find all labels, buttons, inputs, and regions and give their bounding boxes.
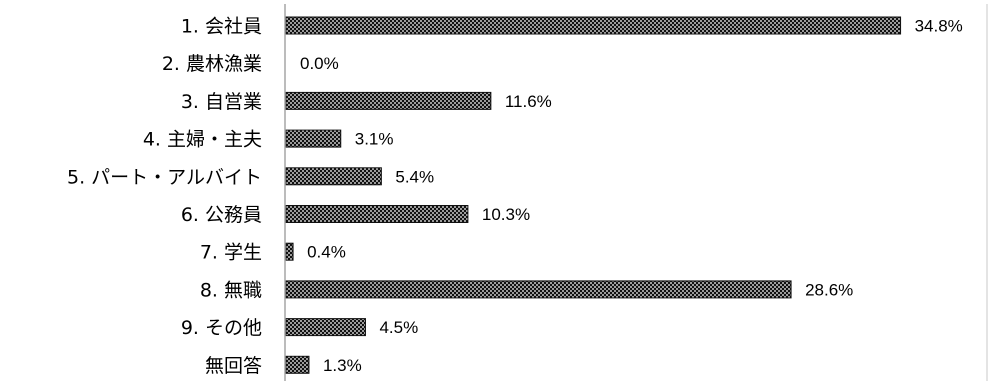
category-label: 1. 会社員 bbox=[181, 16, 262, 38]
data-label: 10.3% bbox=[482, 205, 530, 224]
bar bbox=[285, 205, 469, 223]
data-label: 5.4% bbox=[395, 167, 434, 186]
data-label: 28.6% bbox=[805, 280, 853, 299]
category-label: 5. パート・アルバイト bbox=[67, 166, 262, 188]
bar bbox=[285, 91, 492, 110]
data-label: 3.1% bbox=[355, 130, 394, 149]
bar bbox=[285, 129, 342, 148]
category-label: 2. 農林漁業 bbox=[162, 53, 262, 75]
category-label: 7. 学生 bbox=[200, 242, 262, 264]
data-label: 0.0% bbox=[300, 54, 339, 73]
bar bbox=[285, 242, 294, 261]
category-label: 6. 公務員 bbox=[181, 204, 262, 226]
category-label: 8. 無職 bbox=[200, 279, 262, 301]
category-label: 無回答 bbox=[205, 355, 262, 377]
category-label: 4. 主婦・主夫 bbox=[143, 129, 262, 151]
category-label: 3. 自営業 bbox=[181, 91, 262, 113]
bars-group: 1. 会社員 34.8% 2. 農林漁業 0.0% 3. 自営業 11.6% 4. 主婦・主… bbox=[67, 16, 963, 377]
data-label: 0.4% bbox=[307, 243, 346, 262]
bar bbox=[285, 280, 792, 299]
bar bbox=[285, 318, 366, 337]
bar bbox=[285, 16, 902, 35]
data-label: 4.5% bbox=[379, 318, 418, 337]
bar bbox=[285, 355, 310, 374]
bar bbox=[285, 167, 382, 186]
data-label: 1.3% bbox=[323, 356, 362, 375]
data-label: 11.6% bbox=[505, 92, 552, 111]
data-label: 34.8% bbox=[915, 17, 963, 36]
category-label: 9. その他 bbox=[181, 317, 262, 339]
